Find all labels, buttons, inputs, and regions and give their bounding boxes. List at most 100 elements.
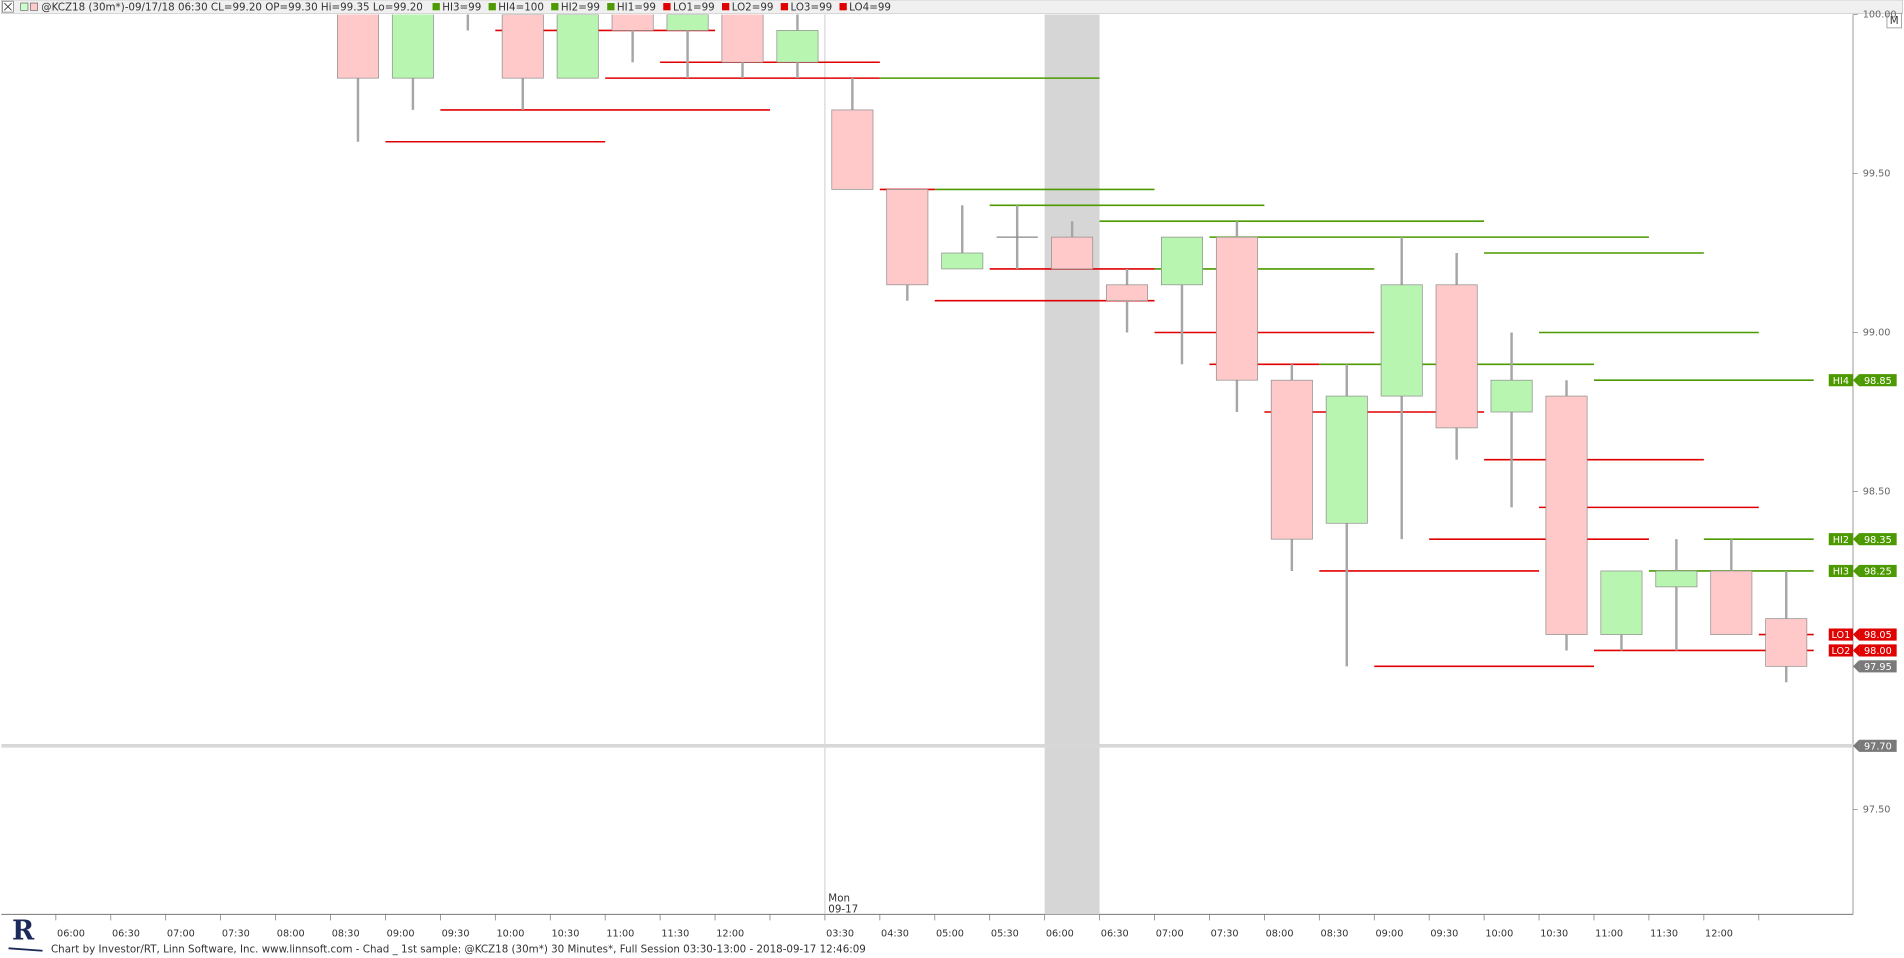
marker-value-box <box>1859 739 1897 752</box>
x-tick-label: 09:00 <box>387 929 415 940</box>
candle-body <box>1380 284 1423 397</box>
marker-value-box <box>1859 533 1897 546</box>
legend-label: LO1=99 <box>673 1 715 13</box>
candle-body <box>611 14 654 31</box>
candle-body <box>1655 570 1698 588</box>
marker-name: LO1 <box>1831 630 1850 641</box>
candle-body <box>1710 570 1753 635</box>
x-tick-label: 07:00 <box>1156 929 1184 940</box>
x-tick-label: 07:30 <box>1211 929 1239 940</box>
marker-value-box <box>1859 564 1897 578</box>
legend-label: LO3=99 <box>790 1 832 13</box>
legend-label: HI2=99 <box>561 1 600 13</box>
marker-name-box <box>1828 644 1854 657</box>
close-glyph <box>3 2 12 11</box>
marker-pointer <box>1853 644 1860 657</box>
candle-body <box>556 14 599 79</box>
candle-body <box>391 14 434 79</box>
marker-pointer <box>1853 660 1860 673</box>
legend-label: HI4=100 <box>498 1 544 13</box>
x-tick-label: 08:00 <box>277 929 305 940</box>
y-tick-label: 100.00 <box>1863 10 1897 21</box>
candle-body <box>1106 284 1149 302</box>
candle-body <box>1545 395 1588 635</box>
marker-value: 98.85 <box>1864 376 1892 387</box>
chart-title: @KCZ18 (30m*)-09/17/18 06:30 CL=99.20 OP… <box>41 1 423 13</box>
logo-glyph: R <box>12 916 35 947</box>
marker-value-box <box>1859 660 1897 673</box>
marker-pointer <box>1853 374 1860 387</box>
marker-name-box <box>1828 533 1854 546</box>
marker-name-box <box>1828 628 1854 641</box>
candle-body <box>831 109 874 190</box>
y-tick-label: 97.50 <box>1863 804 1891 815</box>
marker-name: HI4 <box>1833 376 1849 387</box>
x-tick-label: 12:00 <box>716 929 744 940</box>
marker-pointer <box>1853 564 1860 578</box>
candle-body <box>1161 236 1203 286</box>
marker-name: HI2 <box>1833 535 1849 546</box>
x-tick-label: 06:30 <box>112 929 140 940</box>
legend-swatch <box>551 3 559 11</box>
x-tick-label: 10:00 <box>497 929 525 940</box>
x-tick-label: 08:00 <box>1266 929 1294 940</box>
marker-value: 98.00 <box>1864 646 1892 657</box>
marker-value: 98.05 <box>1864 630 1892 641</box>
marker-name: HI3 <box>1833 567 1849 578</box>
legend-label: LO4=99 <box>849 1 891 13</box>
icon <box>30 2 38 11</box>
x-tick-label: 08:30 <box>1321 929 1349 940</box>
highlight-band <box>1044 14 1100 915</box>
logo: R <box>8 916 43 952</box>
legend-swatch <box>663 3 671 11</box>
candle-body <box>1270 379 1313 540</box>
marker-pointer <box>1853 739 1860 752</box>
marker-value-box <box>1859 628 1897 641</box>
legend-swatch <box>722 3 730 11</box>
plot-area <box>1 14 1854 915</box>
marker-value: 98.25 <box>1864 567 1892 578</box>
marker-pointer <box>1853 628 1860 641</box>
legend-label: HI1=99 <box>617 1 656 13</box>
legend-swatch <box>488 3 496 11</box>
x-tick-label: 11:00 <box>1595 929 1623 940</box>
candle-body <box>886 189 929 286</box>
x-tick-label: 09:00 <box>1375 929 1403 940</box>
candle-body <box>666 14 709 31</box>
legend-swatch <box>432 3 440 11</box>
x-tick-label: 04:30 <box>881 929 909 940</box>
x-tick-label: 07:00 <box>167 929 195 940</box>
menu-button[interactable] <box>1886 12 1902 29</box>
footer: Chart by Investor/RT, Linn Software, Inc… <box>51 944 866 956</box>
legend-label: HI3=99 <box>442 1 481 13</box>
menu-button-label[interactable]: M <box>1890 15 1899 27</box>
legend: HI3=99 HI4=100 HI2=99 HI1=99 LO1=99 LO2=99 LO3… <box>432 1 891 13</box>
marker-name-box <box>1828 564 1854 578</box>
logo-underline <box>8 947 43 952</box>
x-tick-label: 10:30 <box>551 929 579 940</box>
icon <box>20 2 29 11</box>
x-tick-label: 09:30 <box>1430 929 1458 940</box>
candle-body <box>1600 570 1643 635</box>
x-tick-label: 10:30 <box>1540 929 1568 940</box>
x-tick-label: 08:30 <box>332 929 360 940</box>
x-tick-label: 06:00 <box>1046 929 1074 940</box>
x-tick-label: 11:00 <box>606 929 634 940</box>
legend-swatch <box>839 3 847 11</box>
x-tick-label: 11:30 <box>661 929 689 940</box>
candle-body <box>721 14 764 63</box>
x-tick-label: 05:30 <box>991 929 1019 940</box>
marker-name-box <box>1828 374 1854 387</box>
y-tick-label: 99.00 <box>1863 327 1891 338</box>
candle-body <box>1215 236 1258 381</box>
x-tick-label: 05:00 <box>936 929 964 940</box>
candle-body <box>1490 379 1533 413</box>
candle-body <box>1765 618 1808 667</box>
marker-value: 97.95 <box>1864 662 1892 673</box>
marker-value-box <box>1859 374 1897 387</box>
x-tick-label: 10:00 <box>1485 929 1513 940</box>
x-tick-label: 07:30 <box>222 929 250 940</box>
session-date: 09-17 <box>828 903 858 915</box>
